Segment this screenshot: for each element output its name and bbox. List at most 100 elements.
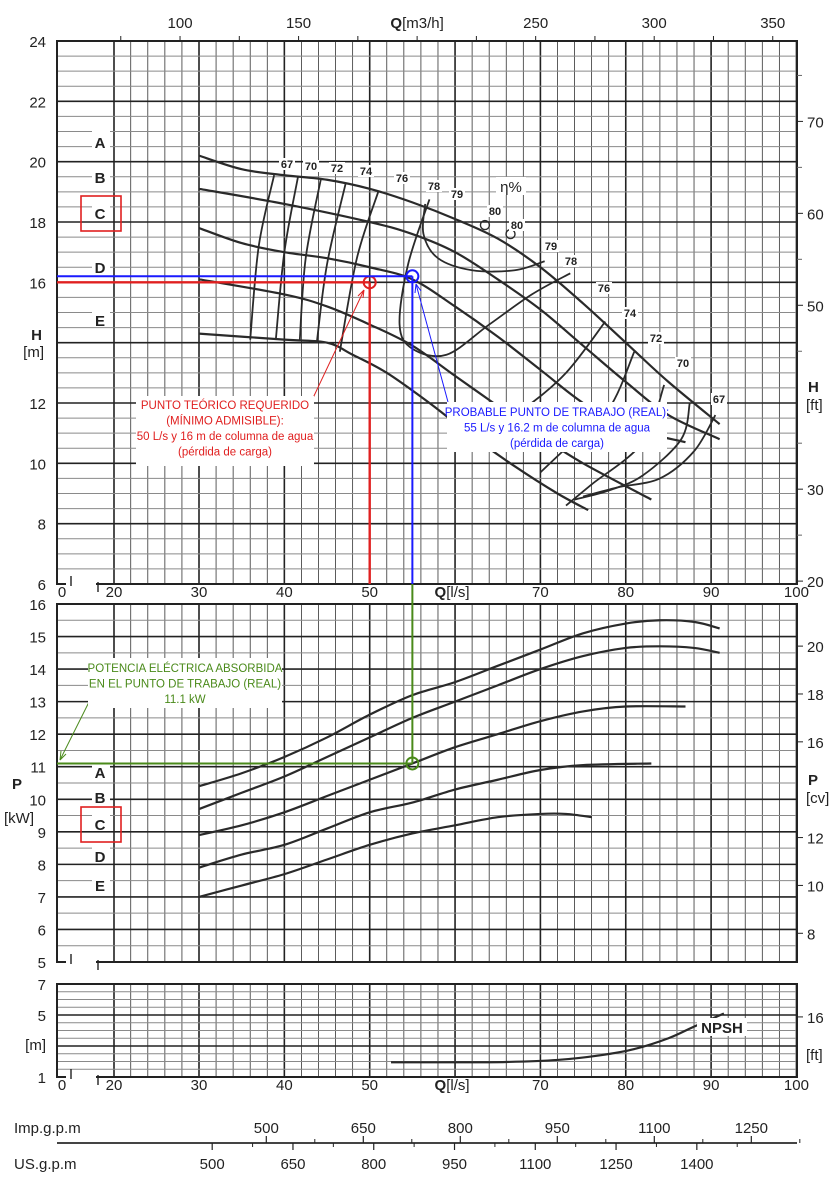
npsh-x-tick-label: 90 — [703, 1077, 720, 1094]
head-y-tick-label: 12 — [29, 396, 46, 413]
eff-label-bg — [675, 357, 691, 369]
efficiency-curve-76 — [338, 191, 380, 352]
us-gpm-tick-label: 1100 — [519, 1156, 551, 1173]
efficiency-label: 80 — [489, 206, 501, 218]
power-y-tick-label: 15 — [29, 630, 46, 647]
npsh-x-tick-label: 70 — [532, 1077, 549, 1094]
head-y-tick-label: 16 — [29, 275, 46, 292]
curve-letter-bg — [92, 786, 110, 804]
power-y2-axis-unit: [cv] — [806, 790, 829, 807]
power-y-axis-unit: [kW] — [4, 810, 34, 827]
us-gpm-tick-label: 500 — [200, 1156, 225, 1173]
power-callout-text: 11.1 kW — [164, 694, 205, 706]
top-axis-tick-label: 250 — [523, 15, 548, 32]
head-x-tick-label: 0 — [58, 584, 66, 601]
power-y2-tick-label: 8 — [807, 926, 815, 943]
npsh-y-tick-label: 1 — [38, 1070, 46, 1087]
head-y-tick-label: 8 — [38, 517, 46, 534]
power-callout-text: POTENCIA ELÉCTRICA ABSORBIDA — [88, 662, 283, 675]
eff-label-bg — [279, 158, 295, 170]
power-y2-tick-label: 18 — [807, 687, 824, 704]
head-y-tick-label: 10 — [29, 456, 46, 473]
efficiency-title: η% — [500, 179, 522, 196]
eff-label-bg — [487, 205, 503, 217]
head-y2-tick-label: 60 — [807, 206, 824, 223]
best-efficiency-marker — [479, 219, 491, 231]
power-callout-leader — [59, 699, 91, 761]
top-axis-tick-label: 100 — [168, 15, 193, 32]
efficiency-label: 74 — [624, 308, 637, 320]
head-y-axis-unit: [m] — [23, 344, 44, 361]
head-curve-letter-C: C — [95, 206, 106, 223]
efficiency-curve-67 — [582, 414, 717, 498]
efficiency-curve-67 — [249, 175, 275, 340]
head-x-tick-label: 70 — [532, 584, 549, 601]
head-grid — [56, 40, 798, 592]
head-x-tick-label: 100 — [784, 584, 809, 601]
curve-letter-bg — [92, 874, 110, 892]
power-y-tick-label: 7 — [38, 890, 46, 907]
top-axis-tick-label: 150 — [286, 15, 311, 32]
imp-gpm-tick-label: 800 — [448, 1120, 473, 1137]
power-y-tick-label: 6 — [38, 922, 46, 939]
eff-label-bg — [426, 180, 442, 192]
npsh-curve — [391, 1012, 725, 1064]
head-y2-axis-letter: H — [808, 379, 819, 396]
power-curve-B — [198, 645, 720, 811]
power-curve-E — [198, 812, 592, 898]
npsh-y-axis-unit: [m] — [25, 1037, 46, 1054]
npsh-frame — [56, 983, 798, 1078]
head-y2-axis-unit: [ft] — [806, 397, 823, 414]
power-curve-D — [198, 762, 652, 869]
head-curve-letter-B: B — [95, 170, 106, 187]
eff-label-bg — [509, 219, 525, 231]
efficiency-label: 70 — [677, 358, 689, 370]
eff-label-bg — [596, 282, 612, 294]
power-y-tick-label: 14 — [29, 662, 46, 679]
required-callout-text: PUNTO TEÓRICO REQUERIDO — [141, 399, 309, 412]
npsh-x-tick-label: 30 — [191, 1077, 208, 1094]
eff-label-bg — [329, 162, 345, 174]
top-axis-tick-label: 350 — [760, 15, 785, 32]
power-y2-tick-label: 20 — [807, 639, 824, 656]
power-y2-tick-label: 16 — [807, 735, 824, 752]
curve-letter-bg — [92, 761, 110, 779]
selected-curve-box-power — [80, 806, 122, 843]
top-axis-tick-label: 300 — [642, 15, 667, 32]
head-y-tick-label: 22 — [29, 94, 46, 111]
us-gpm-tick-label: 950 — [442, 1156, 467, 1173]
working-callout-box — [447, 402, 667, 452]
required-callout-text: 50 L/s y 16 m de columna de agua — [137, 431, 314, 443]
npsh-label-bg — [697, 1018, 747, 1036]
head-frame — [56, 40, 798, 585]
head-curve-letter-D: D — [95, 260, 106, 277]
arrow-icon — [357, 289, 365, 299]
eff-label-bg — [303, 160, 319, 172]
efficiency-curve-74 — [315, 182, 347, 343]
eff-label-bg — [358, 165, 374, 177]
us-gpm-tick-label: 800 — [361, 1156, 386, 1173]
imp-gpm-tick-label: 950 — [545, 1120, 570, 1137]
head-x-tick-label: 20 — [106, 584, 123, 601]
power-y2-axis-letter: P — [808, 772, 818, 789]
npsh-x-tick-label: 0 — [58, 1077, 66, 1094]
efficiency-curve-72 — [298, 178, 322, 342]
head-y-tick-label: 18 — [29, 215, 46, 232]
us-gpm-label: US.g.p.m — [14, 1156, 77, 1173]
arrow-icon — [414, 283, 422, 294]
power-callout-text: EN EL PUNTO DE TRABAJO (REAL) — [89, 679, 281, 691]
head-curve-letter-A: A — [95, 135, 106, 152]
working-callout-text: (pérdida de carga) — [510, 438, 604, 450]
efficiency-label: 70 — [305, 161, 317, 173]
eff-label-bg — [394, 172, 410, 184]
head-y-tick-label: 24 — [29, 34, 46, 51]
required-callout-leader — [312, 289, 365, 399]
efficiency-label: 78 — [428, 181, 440, 193]
power-curve-letter-D: D — [95, 849, 106, 866]
npsh-label: NPSH — [701, 1020, 743, 1037]
head-y2-tick-label: 70 — [807, 114, 824, 131]
npsh-grid — [56, 983, 798, 1085]
eff-label-bg — [563, 255, 579, 267]
top-axis-label: Q[m3/h] — [390, 15, 443, 32]
